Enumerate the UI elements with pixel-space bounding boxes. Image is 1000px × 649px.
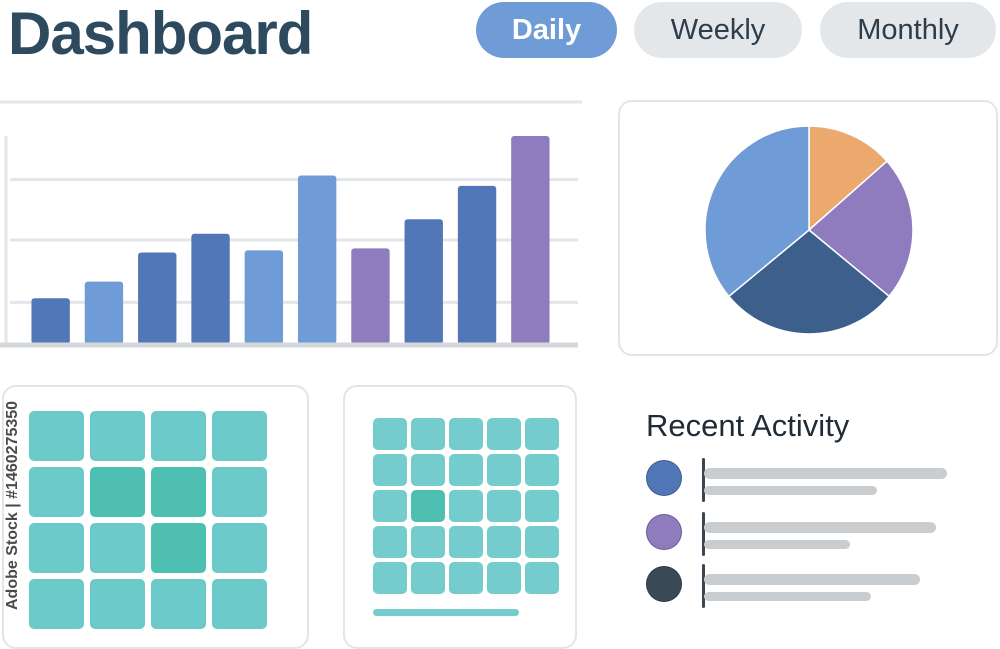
- heatmap-cell: [525, 562, 559, 594]
- heatmap-cell: [525, 418, 559, 450]
- heatmap-cell: [525, 526, 559, 558]
- progress-bar: [373, 609, 519, 616]
- heatmap-cell: [373, 490, 407, 522]
- heatmap-cell: [212, 523, 267, 573]
- bar: [191, 233, 230, 344]
- tab-monthly[interactable]: Monthly: [820, 2, 996, 58]
- heatmap-cell: [151, 579, 206, 629]
- heatmap-cell: [411, 418, 445, 450]
- heatmap-cell: [212, 467, 267, 517]
- heatmap-cell: [525, 454, 559, 486]
- activity-text-placeholder: [704, 468, 947, 479]
- heatmap-cell: [373, 454, 407, 486]
- tab-weekly[interactable]: Weekly: [634, 2, 802, 58]
- activity-avatar: [646, 460, 682, 496]
- heatmap-card-right: [343, 385, 577, 649]
- heatmap-cell: [29, 579, 84, 629]
- heatmap-card-left: [2, 385, 309, 649]
- bar: [84, 281, 124, 344]
- heatmap-cell: [373, 562, 407, 594]
- bar: [244, 250, 284, 344]
- pie-slice: [727, 229, 891, 335]
- activity-avatar: [646, 514, 682, 550]
- bar: [31, 298, 70, 344]
- heatmap-cell: [373, 418, 407, 450]
- activity-divider: [702, 512, 705, 556]
- heatmap-cell: [487, 454, 521, 486]
- activity-item[interactable]: [646, 512, 986, 560]
- heatmap-cell: [449, 490, 483, 522]
- heatmap-cell: [449, 418, 483, 450]
- heatmap-cell: [373, 526, 407, 558]
- heatmap-cell: [411, 490, 445, 522]
- pie-slice: [807, 160, 914, 298]
- heatmap-cell: [449, 562, 483, 594]
- bar: [297, 175, 337, 344]
- heatmap-cell: [487, 418, 521, 450]
- tab-daily[interactable]: Daily: [476, 2, 617, 58]
- heatmap-cell: [29, 523, 84, 573]
- activity-item[interactable]: [646, 458, 986, 506]
- heatmap-cell: [151, 523, 206, 573]
- activity-divider: [702, 564, 705, 608]
- bar: [404, 219, 443, 344]
- heatmap-cell: [411, 454, 445, 486]
- heatmap-cell: [90, 579, 145, 629]
- bar-chart: [0, 100, 582, 348]
- pie-chart-card: [618, 100, 998, 356]
- heatmap-cell: [411, 526, 445, 558]
- activity-text-placeholder: [704, 522, 937, 533]
- pie-slice: [808, 125, 889, 232]
- activity-item[interactable]: [646, 564, 986, 612]
- activity-text-placeholder: [704, 574, 920, 585]
- activity-divider: [702, 458, 705, 502]
- bar: [138, 252, 177, 344]
- heatmap-cell: [525, 490, 559, 522]
- bar: [457, 185, 497, 344]
- heatmap-cell: [487, 490, 521, 522]
- activity-avatar: [646, 566, 682, 602]
- pie-slice: [704, 125, 810, 298]
- heatmap-cell: [29, 411, 84, 461]
- bar: [351, 248, 390, 344]
- heatmap-cell: [212, 411, 267, 461]
- heatmap-cell: [487, 562, 521, 594]
- heatmap-cell: [90, 467, 145, 517]
- heatmap-cell: [212, 579, 267, 629]
- heatmap-cell: [449, 454, 483, 486]
- recent-activity-title: Recent Activity: [646, 408, 850, 443]
- heatmap-cell: [29, 467, 84, 517]
- heatmap-cell: [151, 411, 206, 461]
- heatmap-cell: [411, 562, 445, 594]
- watermark-id: Adobe Stock | #1460275350: [4, 400, 21, 610]
- heatmap-cell: [449, 526, 483, 558]
- heatmap-cell: [90, 411, 145, 461]
- activity-subtext-placeholder: [704, 592, 872, 601]
- activity-subtext-placeholder: [704, 486, 877, 495]
- page-title: Dashboard: [8, 0, 313, 67]
- heatmap-cell: [487, 526, 521, 558]
- bar: [511, 136, 550, 344]
- pie-chart: [704, 125, 914, 335]
- activity-subtext-placeholder: [704, 540, 850, 549]
- heatmap-cell: [151, 467, 206, 517]
- heatmap-cell: [90, 523, 145, 573]
